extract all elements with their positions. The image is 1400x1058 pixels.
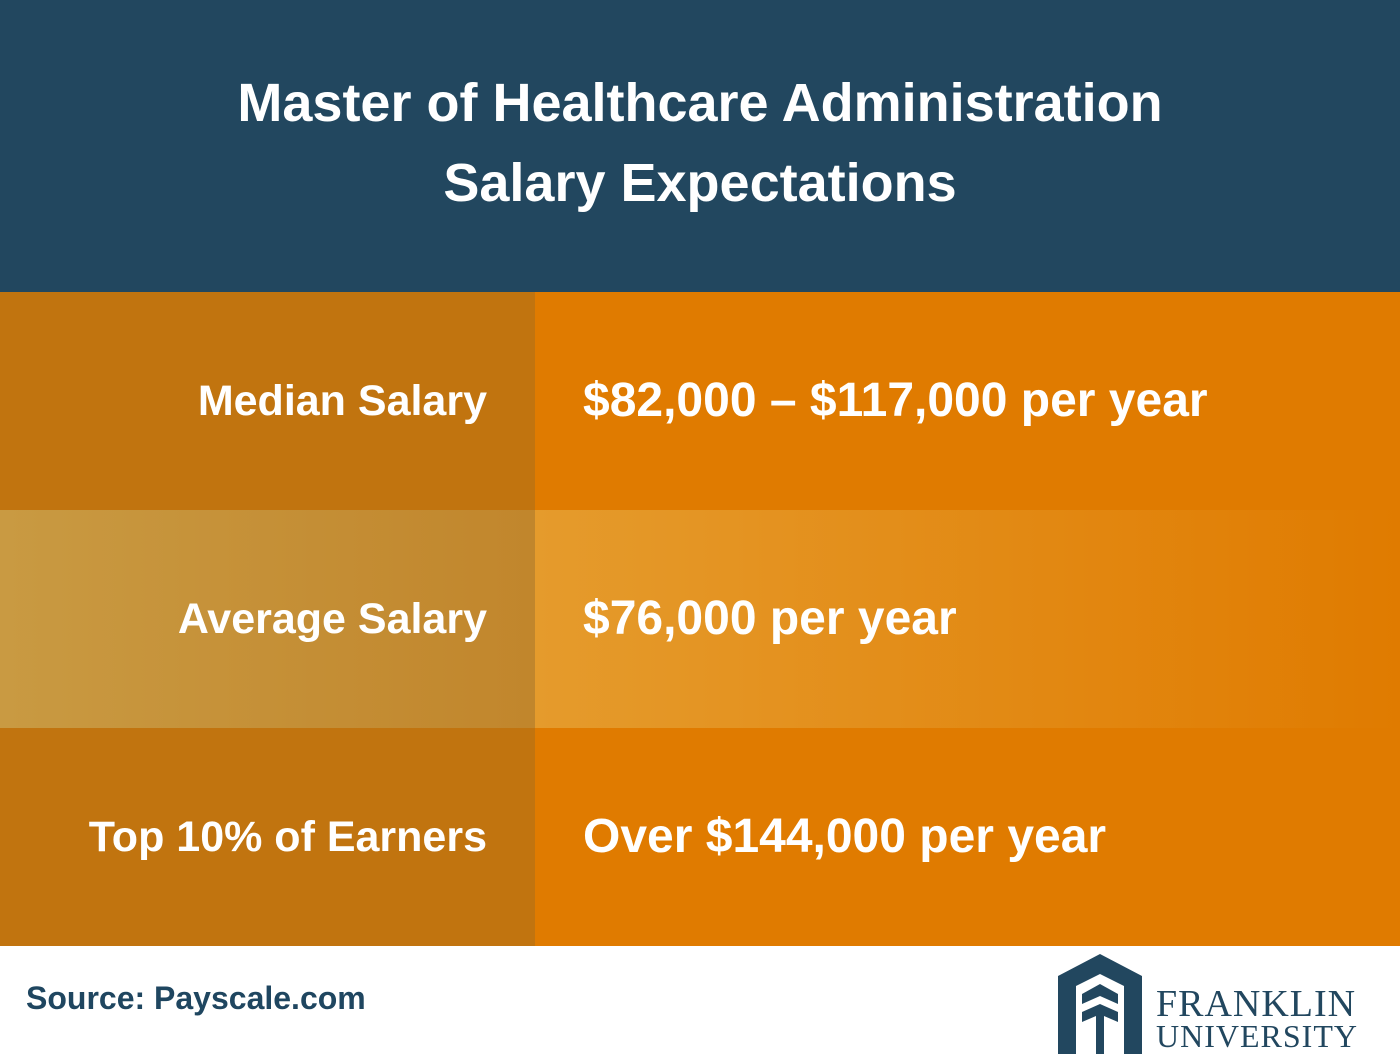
header: Master of Healthcare Administration Sala… [0,0,1400,292]
table-row: Average Salary $76,000 per year [0,510,1400,728]
logo-icon [1058,954,1142,1054]
row-label: Median Salary [197,377,487,425]
table-row: Top 10% of Earners Over $144,000 per year [0,728,1400,946]
logo-text: FRANKLIN [1156,983,1357,1025]
title-line: Salary Expectations [443,153,957,213]
label-cell: Median Salary [0,292,535,510]
logo-text: UNIVERSITY [1156,1018,1358,1054]
value-cell: Over $144,000 per year [535,728,1400,946]
title-line: Master of Healthcare Administration [237,73,1163,133]
row-label: Average Salary [177,595,487,643]
row-value: $82,000 – $117,000 per year [583,374,1208,427]
row-label: Top 10% of Earners [88,813,487,861]
row-value: $76,000 per year [583,592,957,645]
label-cell: Top 10% of Earners [0,728,535,946]
row-value: Over $144,000 per year [583,810,1107,863]
value-cell: $76,000 per year [535,510,1400,728]
value-cell: $82,000 – $117,000 per year [535,292,1400,510]
source: Source: Payscale.com [26,980,366,1016]
label-cell: Average Salary [0,510,535,728]
table-row: Median Salary $82,000 – $117,000 per year [0,292,1400,510]
